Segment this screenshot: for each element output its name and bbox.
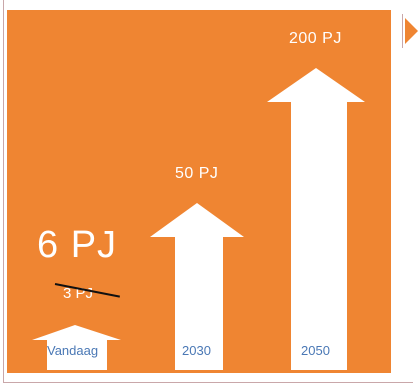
- diagram-frame: [3, 0, 413, 383]
- side-tab-arrow: [405, 18, 418, 44]
- value-2050-label: 200 PJ: [289, 30, 342, 47]
- arrow-2030: [150, 203, 244, 370]
- year-today-label: Vandaag: [47, 343, 99, 358]
- arrow-today: [32, 325, 121, 370]
- year-2050-label: 2050: [301, 343, 330, 358]
- year-2030-label: 2030: [182, 343, 211, 358]
- side-tab-outline: [402, 14, 418, 48]
- arrow-2050: [267, 68, 365, 370]
- current-value-label: 6 PJ: [37, 224, 118, 266]
- value-2030-label: 50 PJ: [175, 165, 219, 182]
